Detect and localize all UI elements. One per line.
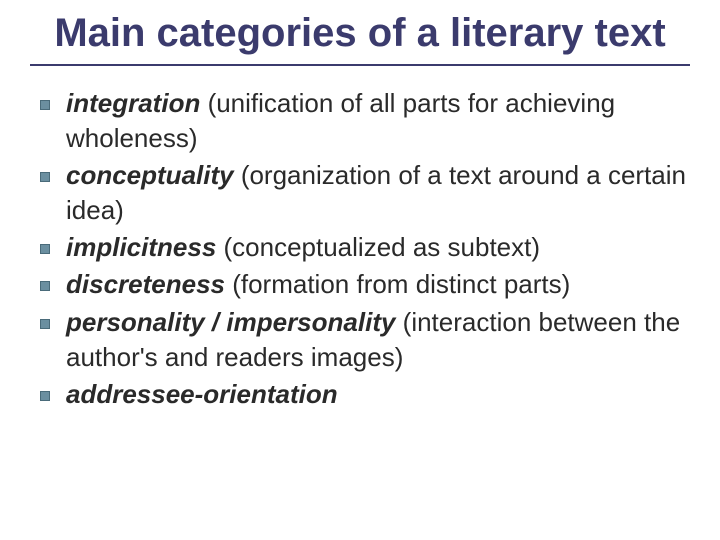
bullet-text: addressee-orientation (66, 377, 690, 412)
bullet-icon (40, 244, 50, 254)
bullet-icon (40, 281, 50, 291)
term: conceptuality (66, 160, 234, 190)
title-underline (30, 64, 690, 66)
bullet-icon (40, 391, 50, 401)
list-item: implicitness (conceptualized as subtext) (40, 230, 690, 265)
definition: (conceptualized as subtext) (216, 232, 540, 262)
bullet-text: integration (unification of all parts fo… (66, 86, 690, 156)
bullet-text: personality / impersonality (interaction… (66, 305, 690, 375)
definition: (formation from distinct parts) (225, 269, 570, 299)
term: addressee-orientation (66, 379, 338, 409)
list-item: conceptuality (organization of a text ar… (40, 158, 690, 228)
term: discreteness (66, 269, 225, 299)
bullet-icon (40, 100, 50, 110)
bullet-text: implicitness (conceptualized as subtext) (66, 230, 690, 265)
bullet-list: integration (unification of all parts fo… (30, 86, 690, 412)
list-item: personality / impersonality (interaction… (40, 305, 690, 375)
bullet-icon (40, 172, 50, 182)
list-item: addressee-orientation (40, 377, 690, 412)
list-item: discreteness (formation from distinct pa… (40, 267, 690, 302)
term: implicitness (66, 232, 216, 262)
term: personality / impersonality (66, 307, 395, 337)
bullet-text: discreteness (formation from distinct pa… (66, 267, 690, 302)
list-item: integration (unification of all parts fo… (40, 86, 690, 156)
bullet-icon (40, 319, 50, 329)
slide-title: Main categories of a literary text (30, 10, 690, 56)
term: integration (66, 88, 200, 118)
bullet-text: conceptuality (organization of a text ar… (66, 158, 690, 228)
slide: Main categories of a literary text integ… (0, 0, 720, 540)
